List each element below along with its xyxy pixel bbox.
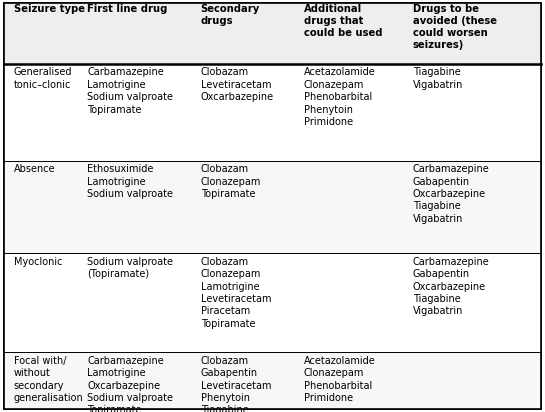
Text: Secondary
drugs: Secondary drugs [201,4,260,26]
Bar [4,3,541,64]
Bar [4,64,541,161]
Text: Carbamazepine
Lamotrigine
Oxcarbazepine
Sodium valproate
Topiramate: Carbamazepine Lamotrigine Oxcarbazepine … [87,356,173,412]
Text: Seizure type: Seizure type [14,4,84,14]
Text: Myoclonic: Myoclonic [14,257,62,267]
Text: Absence: Absence [14,164,55,174]
Bar [4,352,541,409]
Bar [4,161,541,253]
Text: Additional
drugs that
could be used: Additional drugs that could be used [304,4,382,38]
Text: Focal with/
without
secondary
generalisation: Focal with/ without secondary generalisa… [14,356,83,403]
Text: Tiagabine
Vigabatrin: Tiagabine Vigabatrin [413,67,463,90]
Text: Carbamazepine
Lamotrigine
Sodium valproate
Topiramate: Carbamazepine Lamotrigine Sodium valproa… [87,67,173,115]
Text: Clobazam
Levetiracetam
Oxcarbazepine: Clobazam Levetiracetam Oxcarbazepine [201,67,274,102]
Text: Sodium valproate
(Topiramate): Sodium valproate (Topiramate) [87,257,173,279]
Text: Carbamazepine
Gabapentin
Oxcarbazepine
Tiagabine
Vigabatrin: Carbamazepine Gabapentin Oxcarbazepine T… [413,257,489,316]
Text: Carbamazepine
Gabapentin
Oxcarbazepine
Tiagabine
Vigabatrin: Carbamazepine Gabapentin Oxcarbazepine T… [413,164,489,224]
Text: First line drug: First line drug [87,4,167,14]
Text: Ethosuximide
Lamotrigine
Sodium valproate: Ethosuximide Lamotrigine Sodium valproat… [87,164,173,199]
Text: Generalised
tonic–clonic: Generalised tonic–clonic [14,67,72,90]
Text: Drugs to be
avoided (these
could worsen
seizures): Drugs to be avoided (these could worsen … [413,4,496,50]
Text: Acetazolamide
Clonazepam
Phenobarbital
Phenytoin
Primidone: Acetazolamide Clonazepam Phenobarbital P… [304,67,376,127]
Text: Acetazolamide
Clonazepam
Phenobarbital
Primidone: Acetazolamide Clonazepam Phenobarbital P… [304,356,376,403]
Bar [4,253,541,352]
Text: Clobazam
Clonazepam
Lamotrigine
Levetiracetam
Piracetam
Topiramate: Clobazam Clonazepam Lamotrigine Levetira… [201,257,271,329]
Text: Clobazam
Gabapentin
Levetiracetam
Phenytoin
Tiagabine: Clobazam Gabapentin Levetiracetam Phenyt… [201,356,271,412]
Text: Clobazam
Clonazepam
Topiramate: Clobazam Clonazepam Topiramate [201,164,261,199]
